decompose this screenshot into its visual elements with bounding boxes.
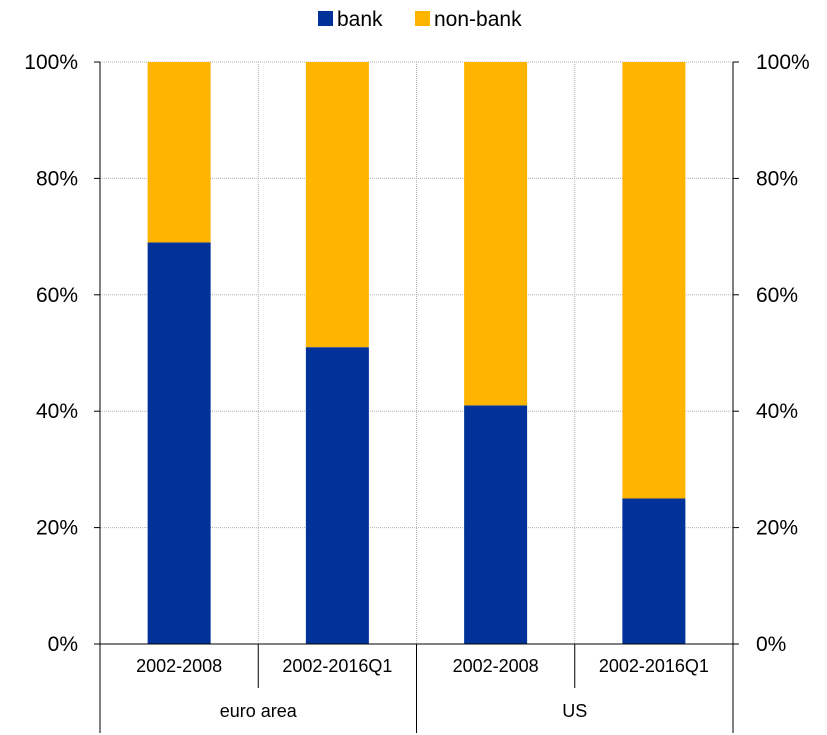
legend-swatch-bank (318, 11, 333, 26)
bar-non-bank (305, 62, 369, 348)
y-tick-label-right: 100% (756, 51, 810, 74)
legend: bank non-bank (318, 8, 522, 31)
bar-bank (464, 405, 528, 644)
legend-label-non-bank: non-bank (434, 8, 522, 31)
tick-labels: 0% 0% 20% 20% 40% 40% 60% 60% 80% 80% 100% 100% (24, 51, 809, 656)
bar-non-bank (147, 62, 211, 243)
y-tick-label-left: 20% (36, 517, 78, 540)
bar-bank (305, 347, 369, 644)
x-category-label: 2002-2008 (136, 656, 222, 676)
bar-non-bank (464, 62, 528, 406)
legend-swatch-non-bank (415, 11, 430, 26)
y-tick-label-left: 60% (36, 284, 78, 307)
y-tick-label-right: 0% (756, 633, 786, 656)
y-tick-label-right: 20% (756, 517, 798, 540)
x-group-label: US (562, 701, 587, 721)
bars (147, 62, 686, 645)
x-category-label: 2002-2016Q1 (599, 656, 709, 676)
y-tick-label-left: 40% (36, 400, 78, 423)
x-category-label: 2002-2008 (453, 656, 539, 676)
y-tick-label-left: 0% (48, 633, 78, 656)
y-tick-label-right: 80% (756, 167, 798, 190)
y-tick-label-right: 60% (756, 284, 798, 307)
y-tick-label-right: 40% (756, 400, 798, 423)
bar-non-bank (622, 62, 686, 499)
axes (94, 61, 739, 733)
legend-item-bank: bank (318, 8, 383, 31)
x-group-label: euro area (220, 701, 298, 721)
x-category-label: 2002-2016Q1 (282, 656, 392, 676)
bar-bank (622, 498, 686, 644)
y-tick-label-left: 80% (36, 167, 78, 190)
gridlines (100, 61, 733, 644)
legend-item-non-bank: non-bank (415, 8, 522, 31)
bar-bank (147, 242, 211, 645)
legend-label-bank: bank (337, 8, 383, 31)
y-tick-label-left: 100% (24, 51, 78, 74)
category-labels: 2002-2008 2002-2016Q1 2002-2008 2002-2016Q1… (136, 656, 709, 721)
